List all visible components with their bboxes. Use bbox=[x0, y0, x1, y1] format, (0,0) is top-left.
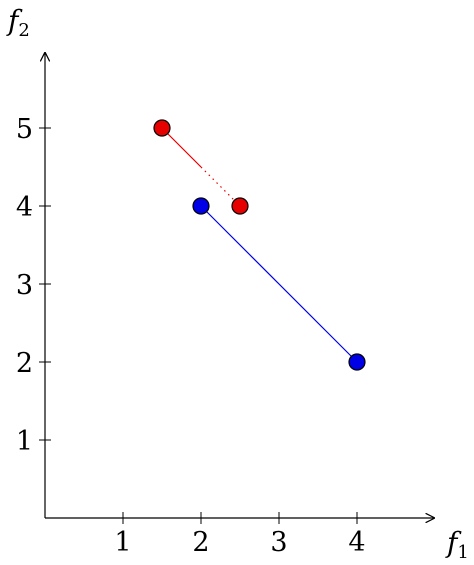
series-0-line-dotted bbox=[200, 166, 241, 207]
series-0-line-solid bbox=[161, 127, 202, 168]
x-ticks: 1 2 3 4 bbox=[114, 512, 366, 558]
x-tick-label: 3 bbox=[270, 527, 287, 558]
x-tick-label: 2 bbox=[192, 527, 209, 558]
x-tick-label: 1 bbox=[114, 527, 131, 558]
series-1-point bbox=[192, 197, 210, 215]
y-tick-label: 4 bbox=[16, 192, 33, 223]
y-tick-label: 5 bbox=[16, 114, 33, 145]
series-lines bbox=[161, 127, 358, 363]
y-axis-label-sub: 2 bbox=[18, 20, 29, 41]
y-axis-label: f2 bbox=[6, 4, 30, 41]
y-tick-label: 3 bbox=[16, 270, 33, 301]
y-tick-label: 2 bbox=[16, 348, 33, 379]
x-axis-label: f1 bbox=[445, 526, 469, 563]
series-1-line bbox=[200, 205, 358, 363]
series-1-point bbox=[348, 353, 366, 371]
x-axis-label-sub: 1 bbox=[457, 542, 468, 563]
x-tick-label: 4 bbox=[348, 527, 365, 558]
y-ticks: 1 2 3 4 5 bbox=[16, 114, 51, 457]
series-points bbox=[153, 119, 366, 371]
y-tick-label: 1 bbox=[16, 426, 33, 457]
series-0-point bbox=[231, 197, 249, 215]
series-0-point bbox=[153, 119, 171, 137]
